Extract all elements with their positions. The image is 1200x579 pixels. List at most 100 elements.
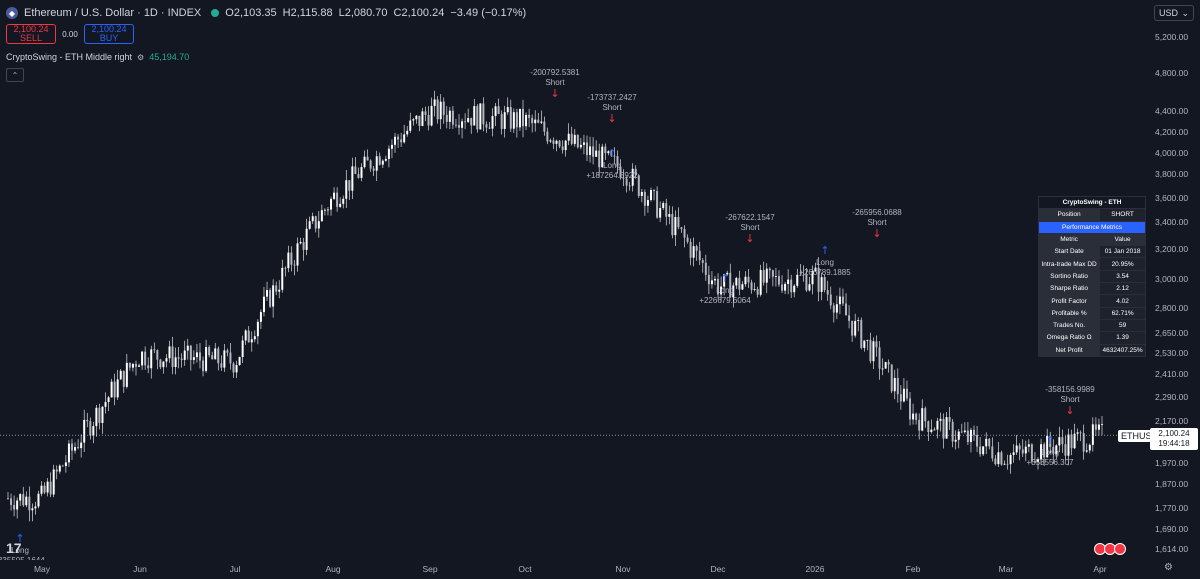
candle-body xyxy=(189,345,192,360)
candle-body xyxy=(1027,444,1030,447)
candle-body xyxy=(28,496,31,511)
candle-body xyxy=(866,339,869,341)
candle-body xyxy=(336,192,339,207)
candle-body xyxy=(171,346,174,368)
candle-body xyxy=(445,114,448,122)
candle-body xyxy=(25,496,28,506)
candle-body xyxy=(357,173,360,178)
chart-settings-icon[interactable]: ⚙ xyxy=(1164,562,1173,573)
candle-body xyxy=(695,246,698,251)
candle-body xyxy=(424,111,427,115)
candle-body xyxy=(860,320,863,348)
candle-body xyxy=(34,506,37,509)
candle-body xyxy=(951,421,954,442)
candle-body xyxy=(421,111,424,126)
candle-body xyxy=(598,150,601,168)
candle-body xyxy=(284,267,287,269)
candle-body xyxy=(1085,450,1088,452)
tradingview-logo-icon[interactable]: 17 xyxy=(6,540,22,556)
indicator-legend[interactable]: CryptoSwing - ETH Middle right ⚙ 45,194.… xyxy=(6,52,189,62)
candle-body xyxy=(543,121,546,132)
candle-body xyxy=(713,278,716,281)
candle-body xyxy=(878,347,881,369)
candle-body xyxy=(168,346,171,359)
candle-body xyxy=(205,346,208,372)
candle-body xyxy=(960,431,963,433)
candle-body xyxy=(747,276,750,283)
candle-body xyxy=(372,168,375,171)
symbol-title[interactable]: Ethereum / U.S. Dollar · 1D · INDEX xyxy=(24,7,202,19)
candle-body xyxy=(899,394,902,402)
candle-body xyxy=(247,330,250,343)
us-flag-icon[interactable] xyxy=(1114,543,1126,555)
high-value: H2,115.88 xyxy=(282,7,333,19)
candle-body xyxy=(192,357,195,360)
candle-body xyxy=(662,203,665,209)
candle-body xyxy=(512,112,515,129)
metric-row: Net Profit 4632407.25% xyxy=(1037,343,1146,357)
candle-body xyxy=(738,277,741,290)
candle-body xyxy=(909,398,912,420)
candle-body xyxy=(183,350,186,360)
candle-body xyxy=(814,267,817,272)
candle-body xyxy=(366,156,369,161)
candle-body xyxy=(973,429,976,435)
events-icons[interactable] xyxy=(1094,543,1126,555)
bar-countdown: 19:44:18 xyxy=(1158,439,1190,448)
candle-body xyxy=(177,357,180,359)
sell-button[interactable]: 2,100.24 SELL xyxy=(6,24,56,44)
candle-body xyxy=(156,350,159,360)
time-axis[interactable]: May Jun Jul Aug Sep Oct Nov Dec 2026 Feb Mar Apr xyxy=(0,560,1150,579)
signal-label: -265956.0688 xyxy=(852,208,902,217)
candle-body xyxy=(884,362,887,369)
candle-body xyxy=(345,180,348,199)
candle-body xyxy=(1040,444,1043,460)
indicator-settings-icon[interactable]: ⚙ xyxy=(137,52,145,62)
candle-body xyxy=(881,368,884,370)
metric-row: Sharpe Ratio 2.12 xyxy=(1037,282,1146,296)
buy-button[interactable]: 2,100.24 BUY xyxy=(84,24,134,44)
candle-body xyxy=(576,134,579,148)
candle-body xyxy=(707,274,710,285)
candle-body xyxy=(1091,424,1094,445)
candle-body xyxy=(31,508,34,511)
candle-body xyxy=(439,101,442,120)
time-tick: Apr xyxy=(1093,564,1106,574)
currency-select[interactable]: USD ⌄ xyxy=(1154,5,1194,21)
candle-body xyxy=(835,304,838,313)
candle-body xyxy=(762,269,765,283)
candle-body xyxy=(202,360,205,372)
price-chart[interactable]: ↑Long-335505.1644↓-200792.5381Short↓-173… xyxy=(0,0,1150,560)
candle-body xyxy=(302,242,305,250)
candle-body xyxy=(259,312,262,322)
candle-body xyxy=(333,192,336,199)
candle-body xyxy=(10,498,13,506)
metric-row: Trades No. 59 xyxy=(1037,318,1146,333)
candle-body xyxy=(269,290,272,307)
buy-price: 2,100.24 xyxy=(91,24,127,34)
candle-body xyxy=(540,121,543,123)
candle-body xyxy=(220,363,223,368)
signal-label: +358556.307 xyxy=(1027,458,1074,467)
candle-body xyxy=(689,241,692,258)
candle-body xyxy=(491,116,494,129)
candle-body xyxy=(668,213,671,217)
collapse-legend-button[interactable]: ⌃ xyxy=(6,68,24,82)
candle-body xyxy=(976,434,979,447)
time-tick: Aug xyxy=(325,564,340,574)
price-axis[interactable]: 5,200.00 4,800.00 4,400.00 4,200.00 4,000.00… xyxy=(1150,0,1200,560)
metric-name: Profit Factor xyxy=(1037,294,1101,308)
candle-body xyxy=(482,103,485,125)
long-arrow-icon: ↑ xyxy=(607,147,616,160)
candle-body xyxy=(198,352,201,361)
candle-body xyxy=(266,290,269,297)
time-tick: Sep xyxy=(422,564,437,574)
candle-body xyxy=(1067,434,1070,456)
candle-body xyxy=(924,408,927,422)
market-status-dot xyxy=(211,9,220,17)
close-value: C2,100.24 xyxy=(393,7,445,19)
candle-body xyxy=(802,274,805,276)
candle-body xyxy=(589,146,592,156)
time-tick: Dec xyxy=(710,564,726,574)
time-tick: Mar xyxy=(999,564,1014,574)
